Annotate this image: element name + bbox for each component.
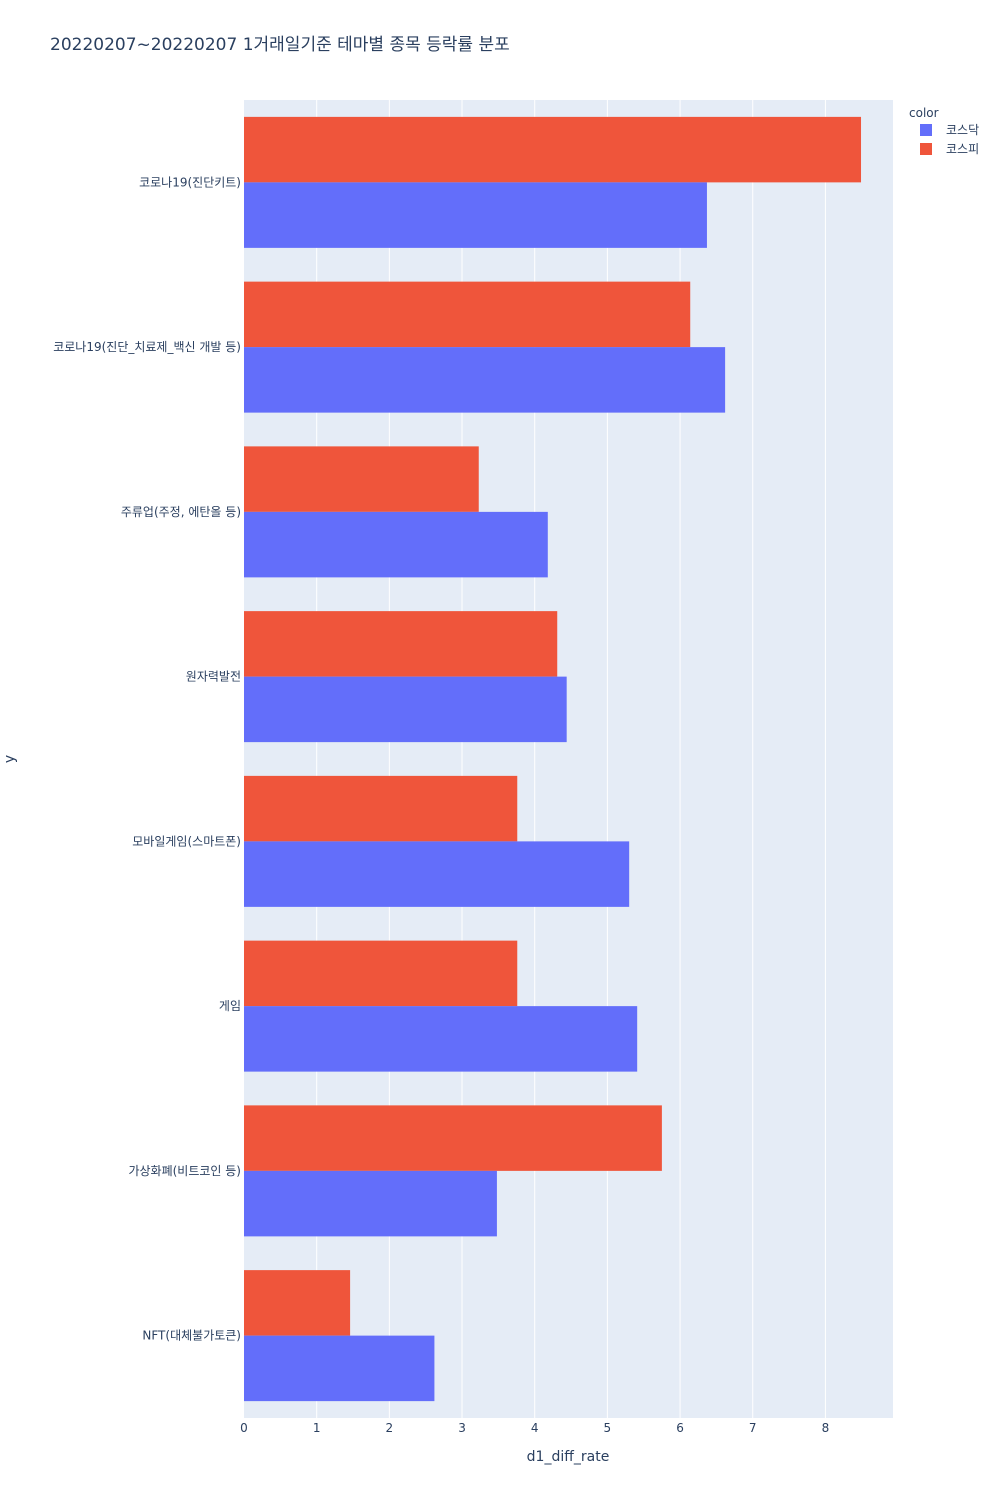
y-tick-label: 코로나19(진단_치료제_백신 개발 등): [53, 340, 241, 354]
y-tick-label: NFT(대체불가토큰): [142, 1329, 241, 1343]
y-tick-label: 모바일게임(스마트폰): [132, 834, 241, 848]
x-tick-label: 1: [313, 1421, 321, 1435]
legend-swatch[interactable]: [920, 143, 932, 155]
x-tick-label: 4: [531, 1421, 539, 1435]
bar[interactable]: [244, 775, 518, 842]
legend-title: color: [909, 106, 939, 120]
bar[interactable]: [244, 347, 726, 413]
bar[interactable]: [244, 182, 707, 248]
x-tick-label: 7: [749, 1421, 757, 1435]
bar[interactable]: [244, 511, 548, 578]
bar[interactable]: [244, 1335, 435, 1402]
y-tick-label: 주류업(주정, 에탄올 등): [121, 505, 241, 519]
x-tick-label: 3: [458, 1421, 466, 1435]
y-tick-label: 원자력발전: [186, 670, 241, 684]
y-axis-ticks: 코로나19(진단키트) 코로나19(진단_치료제_백신 개발 등) 주류업(주정, …: [53, 175, 241, 1342]
y-tick-label: 코로나19(진단키트): [139, 175, 241, 189]
x-tick-label: 0: [240, 1421, 248, 1435]
bar[interactable]: [244, 1170, 497, 1237]
y-tick-label: 게임: [219, 999, 241, 1013]
x-tick-label: 2: [386, 1421, 394, 1435]
bars: [244, 116, 862, 1402]
bar[interactable]: [244, 446, 479, 512]
bar[interactable]: [244, 1006, 638, 1072]
bar[interactable]: [244, 1270, 351, 1336]
x-tick-label: 5: [604, 1421, 612, 1435]
y-axis-title: y: [2, 755, 18, 763]
bar[interactable]: [244, 281, 691, 348]
x-tick-label: 6: [676, 1421, 684, 1435]
bar[interactable]: [244, 1105, 662, 1171]
x-tick-label: 8: [822, 1421, 830, 1435]
bar[interactable]: [244, 676, 567, 743]
x-axis-title: d1_diff_rate: [527, 1449, 610, 1465]
bar[interactable]: [244, 940, 518, 1007]
x-axis-ticks: 0 1 2 3 4 5 6 7 8: [240, 1421, 829, 1435]
y-tick-label: 가상화폐(비트코인 등): [128, 1164, 241, 1178]
legend-label[interactable]: 코스닥: [946, 123, 979, 137]
bar[interactable]: [244, 116, 862, 183]
bar[interactable]: [244, 841, 630, 907]
chart-title: 20220207~20220207 1거래일기준 테마별 종목 등락률 분포: [50, 35, 510, 55]
legend-label[interactable]: 코스피: [946, 142, 979, 156]
bar[interactable]: [244, 611, 558, 677]
legend-swatch[interactable]: [920, 124, 932, 136]
